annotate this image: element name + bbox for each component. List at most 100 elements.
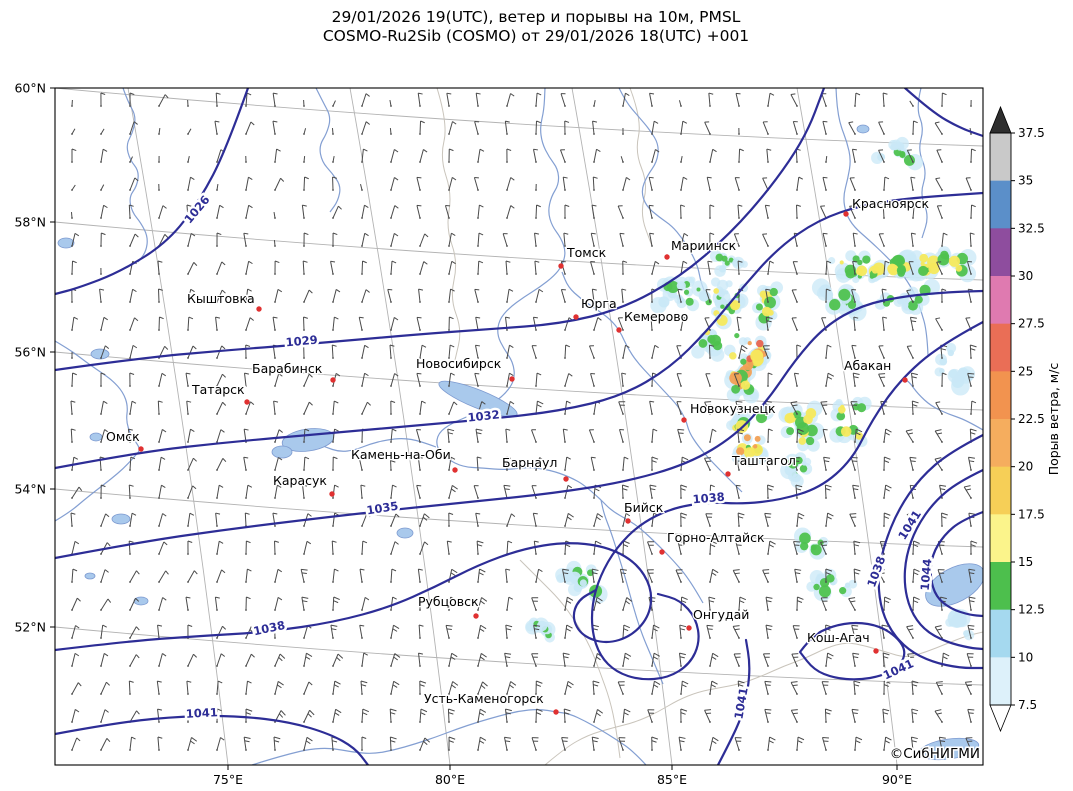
lat-tick-label: 58°N	[14, 215, 46, 230]
city-label: Усть-Каменогорск	[424, 691, 544, 706]
colorbar-segment	[990, 466, 1011, 515]
lakes	[57, 124, 983, 761]
border-line	[544, 631, 983, 765]
city-label: Абакан	[844, 358, 891, 373]
parallel-line	[55, 88, 983, 147]
lat-tick-label: 54°N	[14, 482, 46, 497]
lat-tick-label: 56°N	[14, 345, 46, 360]
lake	[396, 527, 414, 539]
isobar-line	[903, 88, 983, 138]
title-line-1: 29/01/2026 19(UTC), ветер и порывы на 10…	[332, 8, 741, 26]
lake	[84, 572, 96, 580]
lake	[438, 380, 518, 418]
colorbar-tick-label: 32.5	[1018, 221, 1045, 235]
lon-tick-label: 85°E	[657, 772, 687, 787]
lon-tick-label: 80°E	[435, 772, 465, 787]
wind-barbs	[70, 92, 978, 751]
city-label: Рубцовск	[418, 594, 479, 609]
lake	[89, 432, 103, 442]
city-label: Татарск	[191, 382, 245, 397]
city-label: Камень-на-Оби	[351, 447, 451, 462]
city-marker	[686, 625, 692, 631]
isobar-line	[877, 433, 983, 670]
river-path	[251, 709, 647, 765]
colorbar-tick-label: 10	[1018, 650, 1033, 664]
city-label: Таштагол	[731, 453, 796, 468]
city-label: Омск	[106, 429, 140, 444]
isobar-line	[590, 320, 983, 681]
lake	[918, 737, 980, 761]
meridian-line	[571, 88, 673, 765]
city-marker	[563, 476, 569, 482]
city-marker	[330, 377, 336, 383]
colorbar-segment	[990, 609, 1011, 658]
parallel-line	[55, 351, 983, 411]
city-marker	[138, 446, 144, 452]
city-label: Кош-Агач	[807, 630, 870, 645]
isobar-line	[903, 468, 983, 651]
river-path	[311, 438, 437, 452]
colorbar-segment	[990, 180, 1011, 229]
city-marker	[681, 417, 687, 423]
river-path	[122, 88, 148, 263]
city-label: Новокузнецк	[690, 401, 776, 416]
isobar-line	[55, 88, 250, 296]
colorbar-tick-label: 37.5	[1018, 126, 1045, 140]
colorbar-over-arrow	[989, 105, 1012, 134]
admin-borders	[436, 88, 983, 765]
lat-tick-label: 60°N	[14, 81, 46, 96]
colorbar-tick-label: 12.5	[1018, 603, 1045, 617]
border-line	[436, 88, 461, 361]
isobar-label: 1038	[692, 490, 725, 507]
city-marker	[509, 376, 515, 382]
city-marker	[452, 467, 458, 473]
isobar-line	[55, 289, 983, 560]
colorbar-tick-label: 20	[1018, 460, 1033, 474]
colorbar-segment	[990, 323, 1011, 372]
copyright-label: ©СибНИГМИ	[890, 746, 980, 762]
isobar-line	[55, 191, 983, 470]
river-path	[618, 88, 708, 298]
colorbar: 37.5 35 32.5 30 27.5 25 22.5 20 17.5 15 12.5 10 7.5	[989, 105, 1045, 733]
colorbar-tick-label: 30	[1018, 269, 1033, 283]
city-marker	[873, 648, 879, 654]
axis-labels: 60°N 58°N 56°N 54°N 52°N 75°E 80°E 85°E 90°E	[14, 81, 912, 788]
colorbar-segment	[990, 371, 1011, 420]
river-path	[600, 499, 664, 685]
title-line-2: COSMO-Ru2Sib (COSMO) от 29/01/2026 18(UT…	[323, 27, 749, 45]
colorbar-segment	[990, 276, 1011, 325]
city-marker	[659, 549, 665, 555]
colorbar-tick-label: 27.5	[1018, 317, 1045, 331]
isobar-line	[716, 638, 751, 765]
city-label: Кемерово	[624, 309, 688, 324]
colorbar-tick-label: 25	[1018, 364, 1033, 378]
city-marker	[244, 399, 250, 405]
isobar-line	[798, 621, 906, 681]
isobar-line	[55, 88, 826, 372]
colorbar-axis-label: Порыв ветра, м/с	[1046, 363, 1061, 476]
map-frame	[54, 87, 984, 766]
colorbar-segment	[990, 562, 1011, 611]
city-label: Карасук	[273, 473, 327, 488]
river-path	[315, 88, 341, 213]
colorbar-segment	[990, 514, 1011, 563]
city-label: Новосибирск	[416, 356, 502, 371]
colorbar-tick-label: 22.5	[1018, 412, 1045, 426]
colorbar-segment	[990, 228, 1011, 277]
isobar-label: 1044	[918, 558, 935, 591]
isobars	[55, 88, 983, 765]
city-label: Онгудай	[693, 607, 749, 622]
city-marker	[329, 491, 335, 497]
city-marker	[616, 327, 622, 333]
cities: Омск Кыштовка Татарск Барабинск Карасук Новос…	[105, 195, 931, 715]
isobar-label: 1041	[185, 705, 218, 721]
lon-tick-label: 90°E	[882, 772, 912, 787]
lon-tick-label: 75°E	[213, 772, 243, 787]
city-label: Томск	[566, 245, 607, 260]
colorbar-tick-label: 17.5	[1018, 507, 1045, 521]
city-label: Барабинск	[252, 361, 323, 376]
city-marker	[902, 377, 908, 383]
city-marker	[558, 263, 564, 269]
